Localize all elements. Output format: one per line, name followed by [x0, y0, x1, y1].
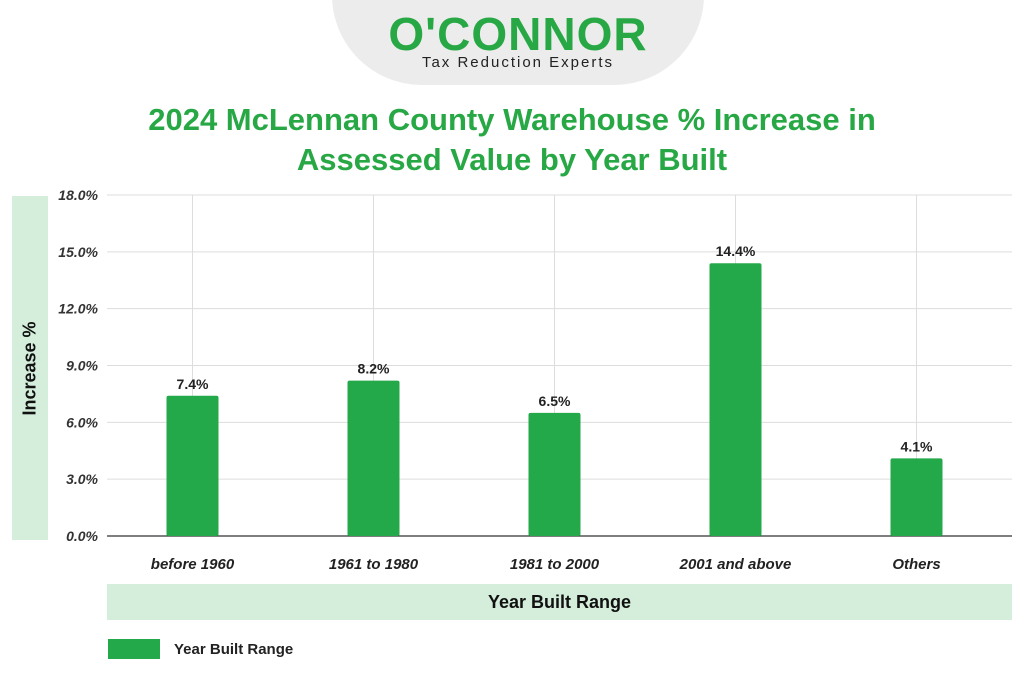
- bar: [709, 263, 762, 536]
- logo-background: [332, 0, 704, 85]
- y-tick-label: 3.0%: [66, 471, 98, 487]
- data-label: 4.1%: [901, 438, 933, 454]
- x-tick-label: 1981 to 2000: [510, 556, 600, 573]
- bar: [166, 395, 219, 536]
- y-tick-label: 15.0%: [58, 244, 98, 260]
- y-tick-label: 18.0%: [58, 187, 98, 203]
- bar: [347, 380, 400, 536]
- x-tick-label: 2001 and above: [679, 556, 792, 573]
- bar: [528, 412, 581, 536]
- data-label: 6.5%: [539, 393, 571, 409]
- legend-label: Year Built Range: [174, 640, 294, 658]
- chart-title-line-1: 2024 McLennan County Warehouse % Increas…: [148, 102, 876, 137]
- x-tick-label: before 1960: [151, 556, 235, 573]
- chart-title: 2024 McLennan County Warehouse % Increas…: [60, 100, 964, 180]
- data-label: 8.2%: [358, 361, 390, 377]
- legend-swatch: [108, 639, 160, 659]
- logo-tagline: Tax Reduction Experts: [421, 54, 615, 71]
- x-axis-label: Year Built Range: [107, 584, 1012, 620]
- y-tick-label: 12.0%: [58, 301, 98, 317]
- y-tick-label: 0.0%: [66, 528, 98, 544]
- bar: [890, 458, 943, 536]
- y-axis-label-band: [12, 196, 48, 540]
- y-tick-label: 6.0%: [66, 414, 98, 430]
- logo: O'CONNOR: [388, 8, 648, 60]
- data-label: 7.4%: [177, 376, 209, 392]
- x-tick-label: 1961 to 1980: [329, 556, 419, 573]
- x-tick-label: Others: [892, 556, 940, 573]
- legend: Year Built Range: [108, 638, 293, 660]
- y-tick-label: 9.0%: [66, 358, 98, 374]
- data-label: 14.4%: [716, 243, 756, 259]
- chart-title-line-2: Assessed Value by Year Built: [296, 142, 728, 177]
